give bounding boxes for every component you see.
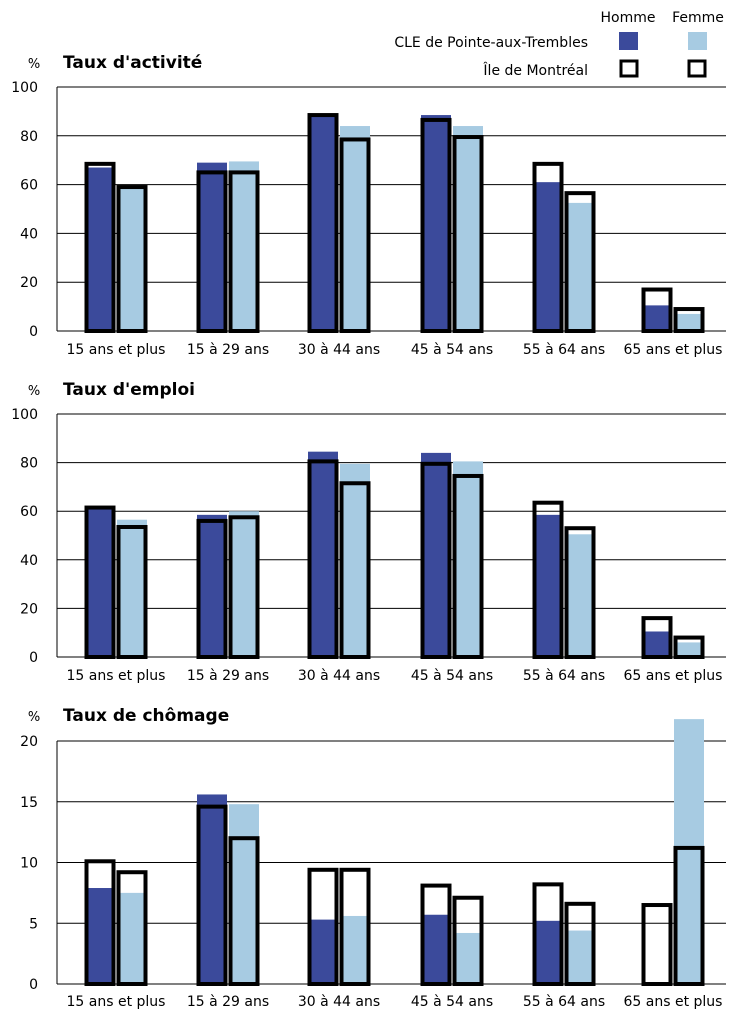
y-tick-label: 80 — [20, 129, 38, 145]
chart-title: Taux d'activité — [63, 53, 202, 73]
bar-cle-homme — [642, 305, 672, 331]
legend-swatch-cle-homme — [619, 32, 638, 50]
bar-cle-homme — [308, 116, 338, 331]
x-tick-label: 30 à 44 ans — [298, 994, 380, 1010]
bar-cle-femme — [565, 930, 595, 984]
chart-panel: 0 20 40 60 80 100% Taux d'activité 15 ans et pl… — [11, 53, 726, 358]
bar-cle-femme — [565, 202, 595, 331]
y-tick-label: 20 — [20, 734, 38, 750]
x-tick-label: 30 à 44 ans — [298, 668, 380, 684]
legend-col-homme: Homme — [601, 10, 656, 26]
y-axis-label: % — [28, 710, 40, 725]
bar-cle-homme — [85, 888, 115, 984]
x-tick-label: 15 ans et plus — [67, 342, 166, 358]
y-tick-label: 0 — [29, 650, 38, 666]
chart-title: Taux de chômage — [63, 706, 229, 726]
x-tick-label: 65 ans et plus — [624, 668, 723, 684]
x-tick-label: 15 à 29 ans — [187, 668, 269, 684]
y-tick-label: 80 — [20, 456, 38, 472]
bar-cle-femme — [674, 642, 704, 657]
x-tick-label: 45 à 54 ans — [411, 668, 493, 684]
y-axis-label: % — [28, 384, 40, 399]
bar-cle-femme — [340, 463, 370, 657]
bar-cle-femme — [453, 932, 483, 984]
x-tick-label: 15 à 29 ans — [187, 994, 269, 1010]
bar-cle-femme — [674, 313, 704, 331]
legend-swatch-cle-femme — [688, 32, 707, 50]
bar-cle-femme — [453, 126, 483, 331]
y-tick-label: 60 — [20, 178, 38, 194]
bar-cle-homme — [642, 631, 672, 657]
legend-row-mtl: Île de Montréal — [482, 61, 588, 79]
bar-cle-femme — [229, 804, 259, 984]
bar-cle-femme — [117, 519, 147, 657]
bar-cle-femme — [340, 126, 370, 331]
x-tick-label: 55 à 64 ans — [523, 668, 605, 684]
x-tick-label: 65 ans et plus — [624, 342, 723, 358]
bar-mtl-homme — [641, 903, 673, 987]
bar-cle-femme — [229, 511, 259, 657]
bar-cle-homme — [308, 919, 338, 984]
bar-cle-femme — [340, 915, 370, 984]
y-tick-label: 60 — [20, 504, 38, 520]
y-tick-label: 40 — [20, 553, 38, 569]
bar-cle-homme — [85, 507, 115, 657]
bar-cle-femme — [229, 161, 259, 331]
y-tick-label: 15 — [20, 795, 38, 811]
x-tick-label: 65 ans et plus — [624, 994, 723, 1010]
y-tick-label: 100 — [11, 407, 38, 423]
x-tick-label: 45 à 54 ans — [411, 342, 493, 358]
y-tick-label: 0 — [29, 324, 38, 340]
bar-cle-femme — [117, 187, 147, 331]
x-tick-label: 15 ans et plus — [67, 994, 166, 1010]
legend-col-femme: Femme — [672, 10, 724, 26]
bar-cle-homme — [421, 115, 451, 331]
bar-cle-homme — [533, 182, 563, 331]
y-tick-label: 20 — [20, 601, 38, 617]
bar-cle-homme — [421, 914, 451, 984]
legend-swatch-mtl-homme — [619, 59, 639, 78]
bar-cle-homme — [533, 920, 563, 984]
bar-cle-homme — [197, 794, 227, 984]
chart-title: Taux d'emploi — [63, 380, 195, 400]
y-tick-label: 10 — [20, 856, 38, 872]
bar-cle-femme — [117, 892, 147, 984]
y-axis-label: % — [28, 57, 40, 72]
x-tick-label: 45 à 54 ans — [411, 994, 493, 1010]
x-tick-label: 15 à 29 ans — [187, 342, 269, 358]
legend: Homme Femme CLE de Pointe-aux-Trembles Î… — [394, 10, 724, 79]
x-tick-label: 55 à 64 ans — [523, 994, 605, 1010]
bar-cle-homme — [308, 451, 338, 657]
bar-cle-homme — [421, 452, 451, 657]
bar-cle-homme — [197, 514, 227, 657]
legend-row-cle: CLE de Pointe-aux-Trembles — [394, 35, 588, 51]
bar-cle-homme — [197, 162, 227, 331]
bar-cle-femme — [674, 719, 704, 984]
y-tick-label: 40 — [20, 226, 38, 242]
legend-swatch-mtl-femme — [687, 59, 707, 78]
bar-cle-femme — [453, 461, 483, 657]
chart-panel: 0 20 40 60 80 100% Taux d'emploi 15 ans et plus… — [11, 380, 726, 684]
x-tick-label: 55 à 64 ans — [523, 342, 605, 358]
y-tick-label: 100 — [11, 80, 38, 96]
y-tick-label: 5 — [29, 916, 38, 932]
chart-panel: 0 5 10 15 20% Taux de chômage 15 ans et plus 15… — [20, 706, 726, 1010]
bar-cle-homme — [85, 167, 115, 331]
y-tick-label: 0 — [29, 977, 38, 993]
x-tick-label: 15 ans et plus — [67, 668, 166, 684]
y-tick-label: 20 — [20, 275, 38, 291]
bar-cle-femme — [565, 534, 595, 657]
x-tick-label: 30 à 44 ans — [298, 342, 380, 358]
bar-cle-homme — [533, 514, 563, 657]
